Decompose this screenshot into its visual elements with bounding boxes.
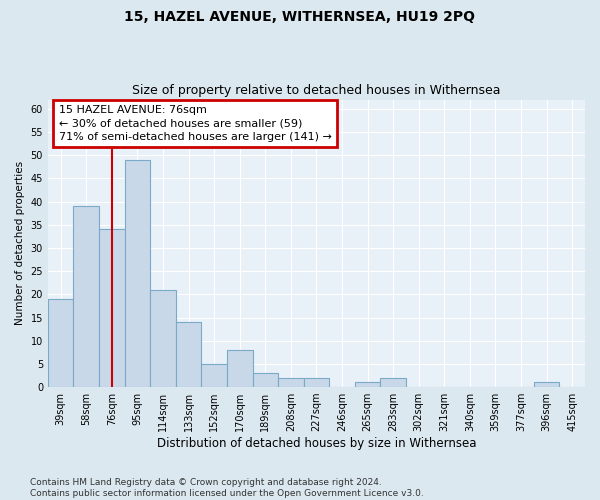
X-axis label: Distribution of detached houses by size in Withernsea: Distribution of detached houses by size … — [157, 437, 476, 450]
Bar — [253, 373, 278, 387]
Bar — [355, 382, 380, 387]
Text: Contains HM Land Registry data © Crown copyright and database right 2024.
Contai: Contains HM Land Registry data © Crown c… — [30, 478, 424, 498]
Bar — [48, 299, 73, 387]
Bar — [99, 230, 125, 387]
Y-axis label: Number of detached properties: Number of detached properties — [15, 162, 25, 326]
Bar — [202, 364, 227, 387]
Bar — [150, 290, 176, 387]
Bar — [73, 206, 99, 387]
Bar — [380, 378, 406, 387]
Bar — [534, 382, 559, 387]
Title: Size of property relative to detached houses in Withernsea: Size of property relative to detached ho… — [132, 84, 501, 97]
Bar — [227, 350, 253, 387]
Text: 15, HAZEL AVENUE, WITHERNSEA, HU19 2PQ: 15, HAZEL AVENUE, WITHERNSEA, HU19 2PQ — [125, 10, 476, 24]
Bar — [125, 160, 150, 387]
Bar — [176, 322, 202, 387]
Bar — [278, 378, 304, 387]
Text: 15 HAZEL AVENUE: 76sqm
← 30% of detached houses are smaller (59)
71% of semi-det: 15 HAZEL AVENUE: 76sqm ← 30% of detached… — [59, 106, 332, 142]
Bar — [304, 378, 329, 387]
